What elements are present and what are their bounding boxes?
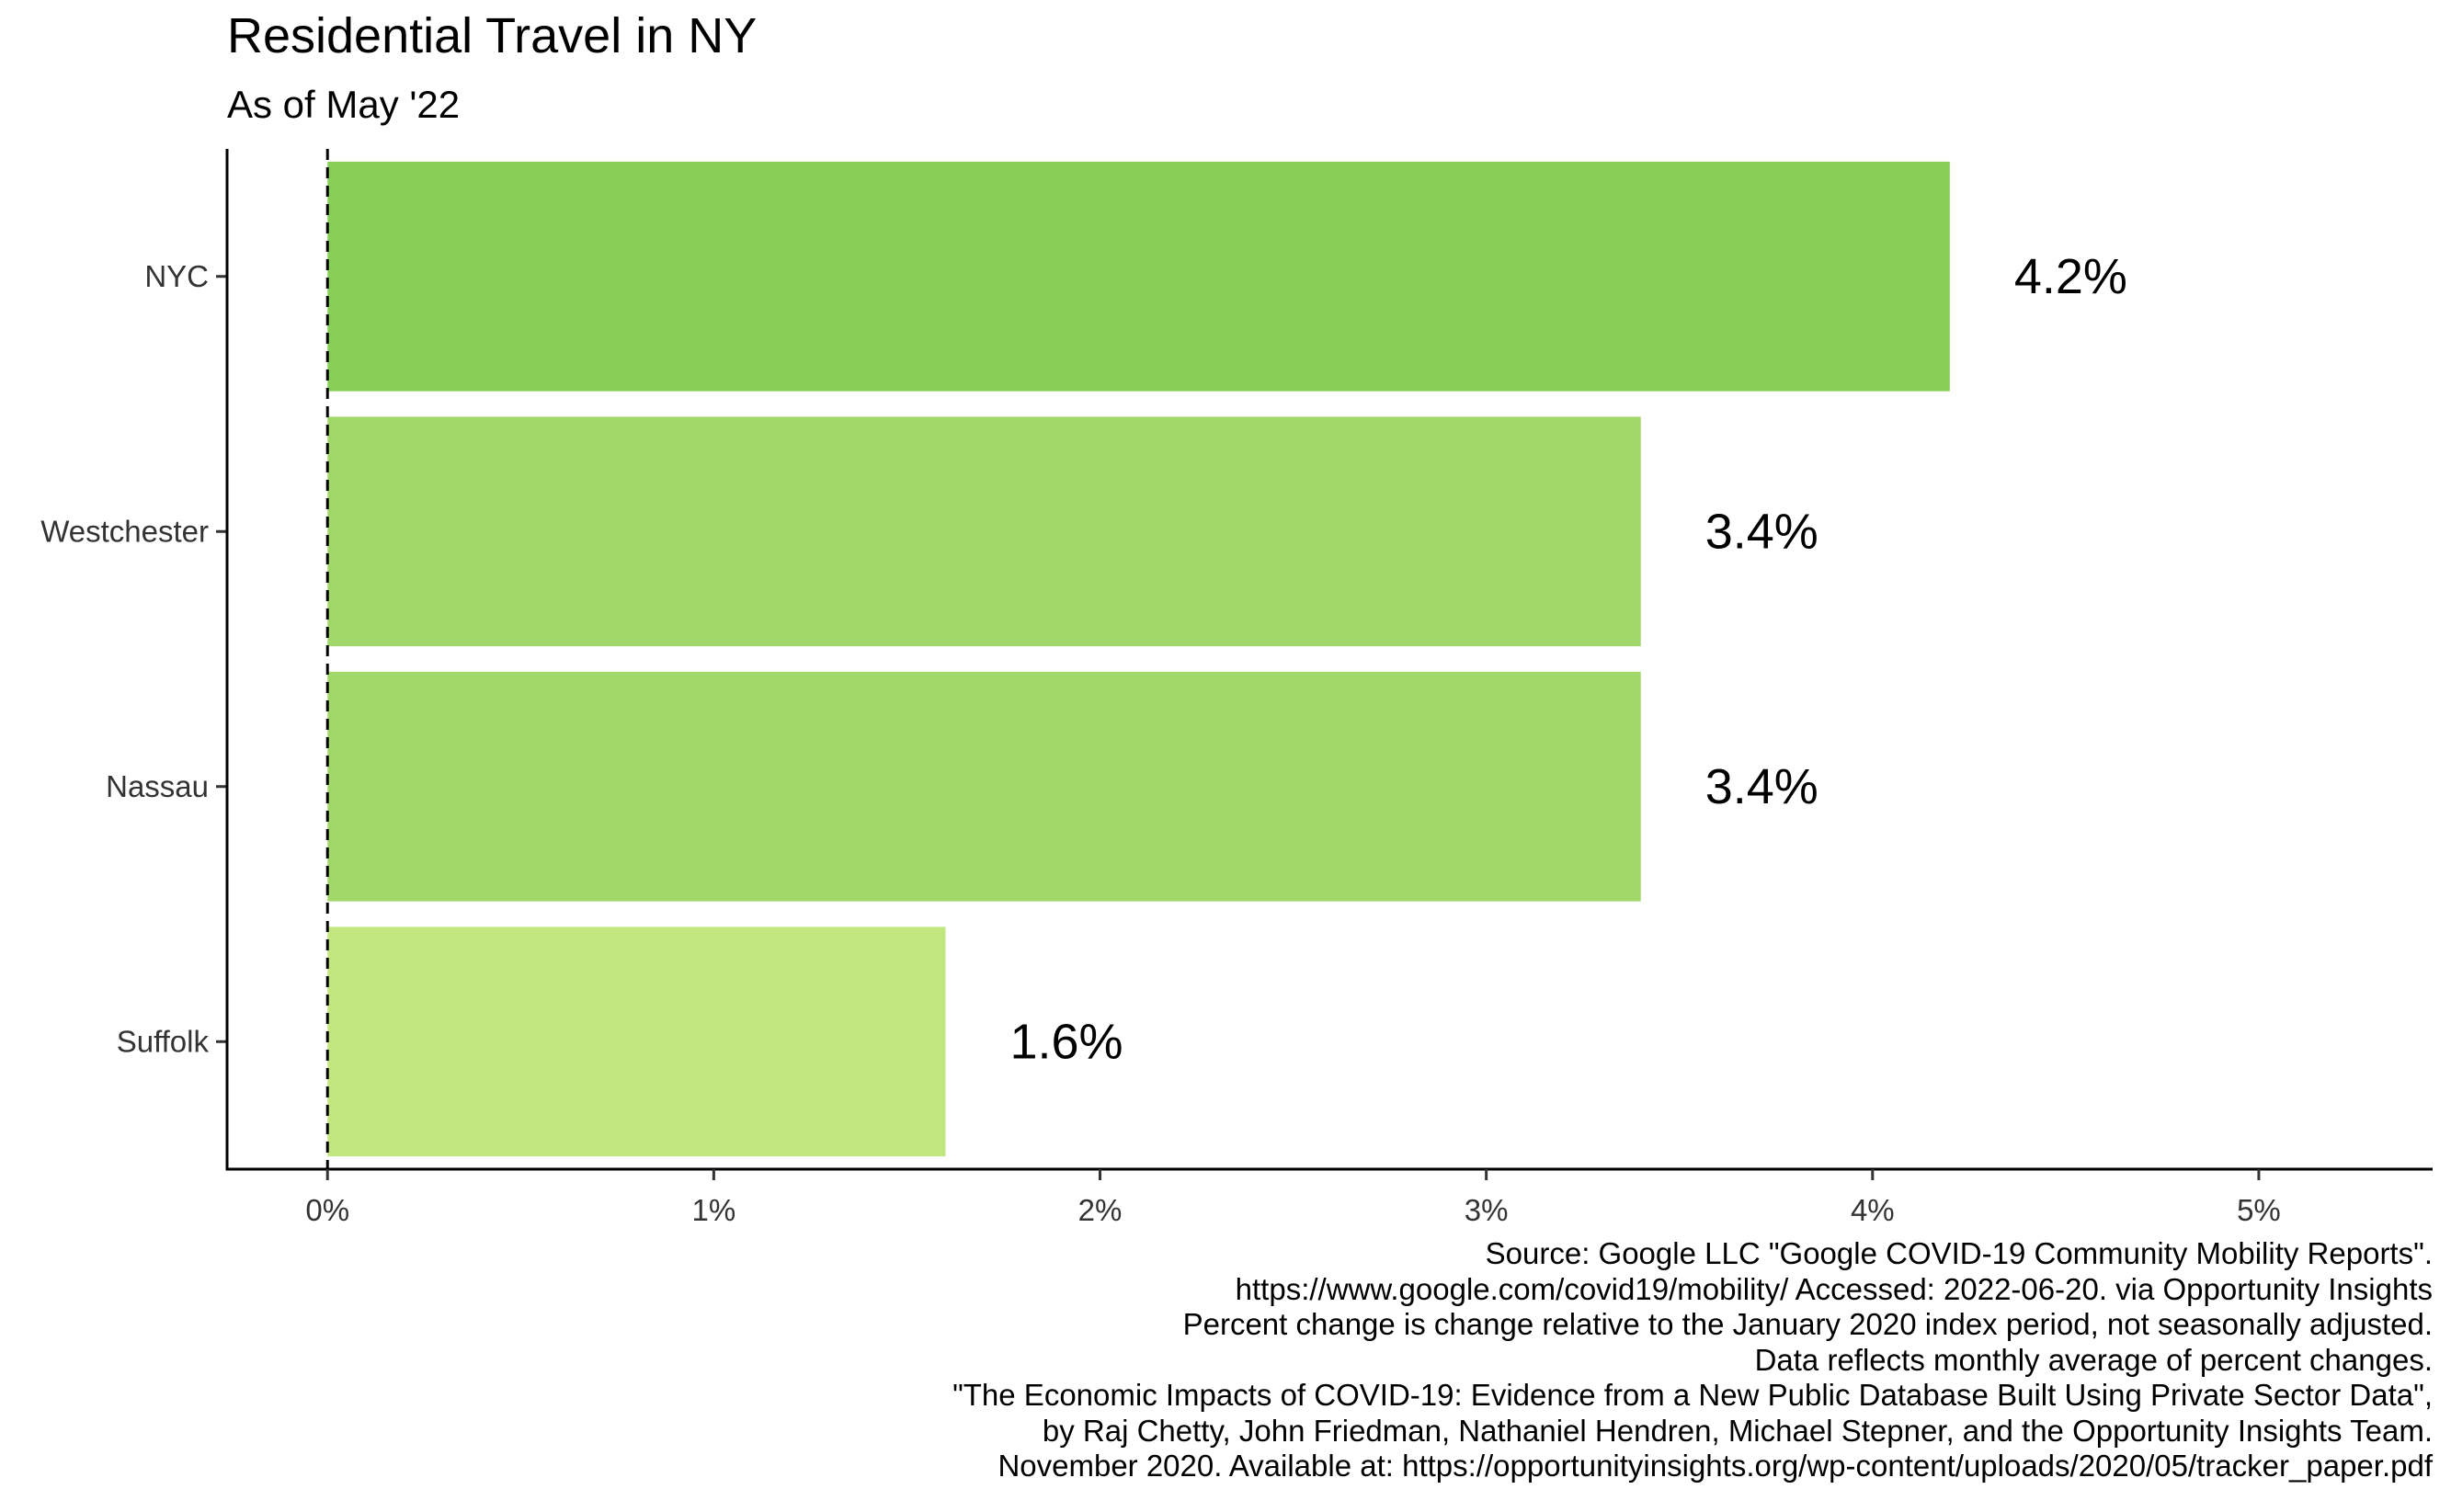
y-tick-label: Suffolk	[117, 1024, 210, 1058]
axes-layer: NYC Westchester Nassau Suffolk 0% 1% 2% 3% 4% 5%	[40, 149, 2433, 1222]
bar-nyc	[327, 161, 1950, 392]
x-tick-label: 4%	[1851, 1193, 1895, 1222]
caption-line: Source: Google LLC "Google COVID-19 Comm…	[1485, 1236, 2433, 1270]
value-label: 3.4%	[1705, 759, 1818, 814]
x-tick-label: 0%	[305, 1193, 349, 1222]
bar-chart: 4.2% 3.4% 3.4% 1.6% NYC Westchester Nassau Suf…	[40, 149, 2433, 1222]
x-tick-label: 1%	[692, 1193, 736, 1222]
x-tick-label: 3%	[1465, 1193, 1509, 1222]
bar-nassau	[327, 671, 1641, 902]
caption-line: https://www.google.com/covid19/mobility/…	[1235, 1271, 2433, 1306]
value-label: 3.4%	[1705, 504, 1818, 559]
x-tick-label: 5%	[2237, 1193, 2281, 1222]
y-tick-label: NYC	[144, 259, 209, 293]
caption-line: Data reflects monthly average of percent…	[1754, 1342, 2433, 1377]
chart-subtitle: As of May '22	[227, 83, 461, 126]
source-caption: Source: Google LLC "Google COVID-19 Comm…	[952, 1236, 2433, 1484]
caption-line: "The Economic Impacts of COVID-19: Evide…	[952, 1378, 2433, 1412]
y-tick-label: Westchester	[40, 514, 209, 548]
y-tick-label: Nassau	[106, 769, 209, 803]
bars-layer	[327, 161, 1950, 1157]
value-label: 4.2%	[2014, 249, 2127, 304]
x-tick-label: 2%	[1078, 1193, 1123, 1222]
caption-line: Percent change is change relative to the…	[1182, 1307, 2433, 1341]
bar-suffolk	[327, 927, 946, 1157]
caption-line: by Raj Chetty, John Friedman, Nathaniel …	[1042, 1413, 2433, 1448]
bar-westchester	[327, 416, 1641, 647]
caption-line: November 2020. Available at: https://opp…	[998, 1449, 2433, 1483]
value-label: 1.6%	[1009, 1014, 1123, 1069]
chart-title: Residential Travel in NY	[227, 8, 758, 63]
value-labels-layer: 4.2% 3.4% 3.4% 1.6%	[1009, 249, 2126, 1070]
